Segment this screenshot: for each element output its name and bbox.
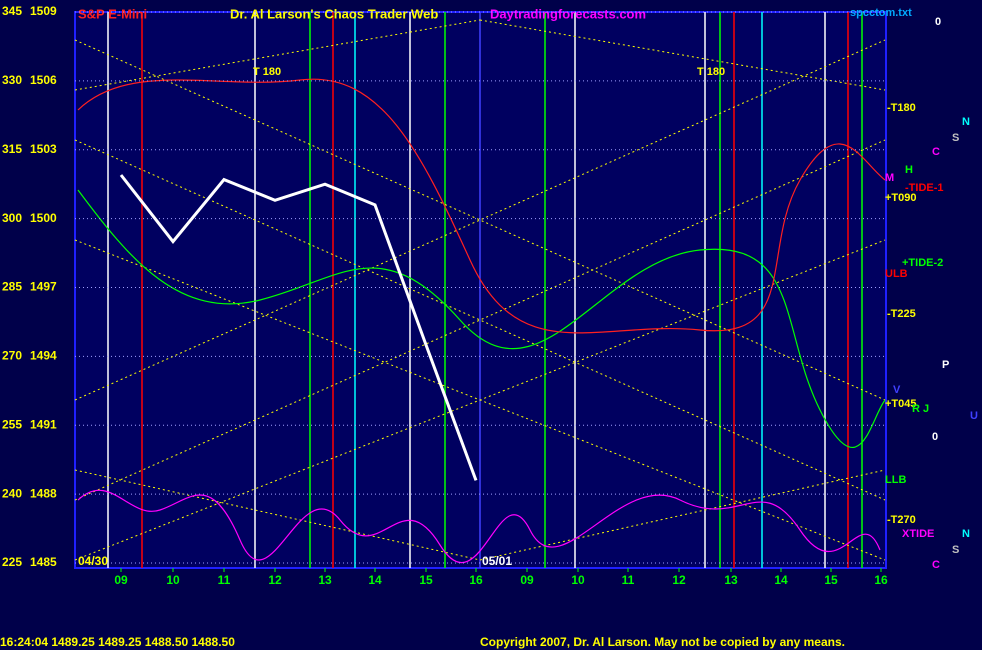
y2-tick-label: 330 [2,73,22,87]
tide1-curve [77,78,886,334]
annotation: ULB [885,268,908,280]
y2-tick-label: 315 [2,142,22,156]
y2-tick-label: 255 [2,417,22,431]
y-tick-label: 1491 [30,417,57,431]
x-tick-label: 13 [724,573,738,587]
annotation: S [952,132,959,144]
annotation: +T045 [885,398,917,410]
annotation: S [952,544,959,556]
y-tick-label: 1497 [30,280,57,294]
header-title: Dr. Al Larson's Chaos Trader Web [230,6,438,21]
header-left: S&P E-Mini [78,6,147,21]
x-tick-label: 09 [114,573,128,587]
annotation: 0 [932,431,938,443]
y-tick-label: 1506 [30,73,57,87]
annotation: -T180 [887,102,916,114]
x-tick-label: 14 [774,573,788,587]
annotation: P [942,359,949,371]
x-tick-label: 15 [824,573,838,587]
y-tick-label: 1488 [30,486,57,500]
x-tick-label: 10 [166,573,180,587]
annotation: -TIDE-1 [905,182,944,194]
annotation: +T090 [885,192,917,204]
y2-tick-label: 345 [2,4,22,18]
x-tick-label: 16 [469,573,483,587]
decor-lines [107,12,863,568]
annotation: N [962,116,970,128]
x-tick-label: 11 [622,573,635,587]
x-tick-label: 14 [368,573,382,587]
xtide-curve [77,489,881,564]
x-tick-label: 09 [520,573,534,587]
y-tick-label: 1500 [30,211,57,225]
y-tick-label: 1509 [30,4,57,18]
annotation: V [893,384,901,396]
annotation: +TIDE-2 [902,257,943,269]
annotation: XTIDE [902,528,934,540]
tide-curve [77,189,886,449]
x-tick-label: 16 [874,573,888,587]
diagonal-lines [74,19,886,561]
annotation: T 180 [697,66,725,78]
annotation: U [970,410,978,422]
y2-tick-label: 225 [2,555,22,569]
x-tick-label: 12 [672,573,686,587]
x-tick-label: 10 [571,573,585,587]
y-tick-label: 1485 [30,555,57,569]
copyright: Copyright 2007, Dr. Al Larson. May not b… [480,635,845,649]
status: 16:24:04 1489.25 1489.25 1488.50 1488.50 [0,635,235,649]
y-tick-label: 1494 [30,349,57,363]
y-tick-label: 1503 [30,142,57,156]
annotation: M [885,172,894,184]
annotation: -T225 [887,308,916,320]
annotation: C [932,146,940,158]
x-tick-label: 12 [268,573,282,587]
y2-tick-label: 240 [2,486,22,500]
y2-tick-label: 270 [2,349,22,363]
annotation: H [905,164,913,176]
y2-tick-label: 285 [2,280,22,294]
date-label: 05/01 [482,554,512,568]
header-site: Daytradingforecasts.com [490,6,646,21]
annotation: N [962,528,970,540]
annotation: LLB [885,474,906,486]
annotation: 0 [935,16,941,28]
x-tick-label: 15 [419,573,433,587]
y2-tick-label: 300 [2,211,22,225]
annotation: T 180 [253,66,281,78]
header-file: spcctom.txt [850,7,912,19]
annotation: R J [912,403,929,415]
date-label: 04/30 [78,554,108,568]
annotation: C [932,559,940,571]
x-tick-label: 13 [318,573,332,587]
annotation: -T270 [887,514,916,526]
price-line [119,174,478,481]
x-tick-label: 11 [218,573,231,587]
